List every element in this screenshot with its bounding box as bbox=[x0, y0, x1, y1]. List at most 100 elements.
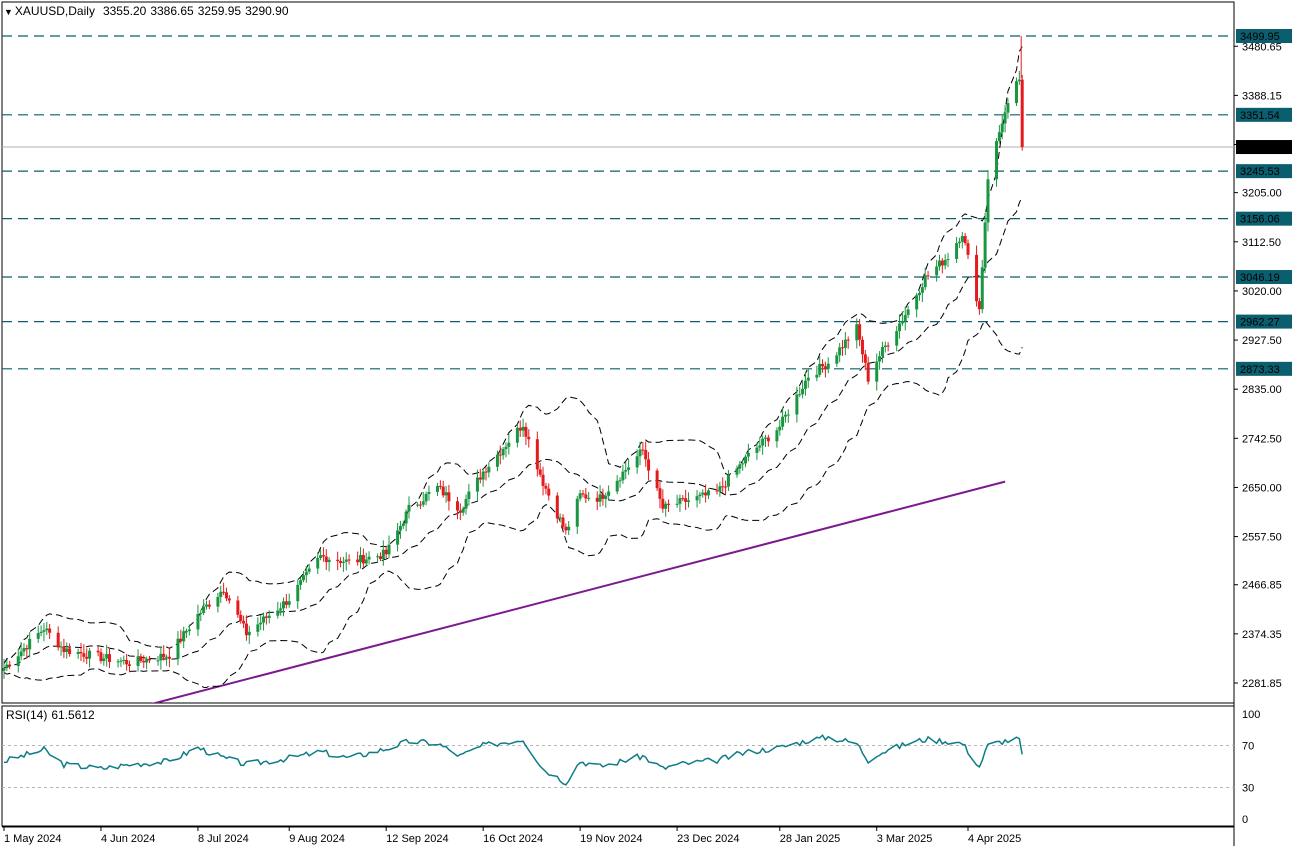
candle-body bbox=[898, 323, 902, 332]
candle-body bbox=[995, 141, 999, 180]
candle-body bbox=[903, 315, 907, 322]
candle-body bbox=[139, 656, 143, 661]
rsi-tick-label: 100 bbox=[1242, 709, 1260, 721]
candle-body bbox=[644, 450, 648, 460]
candle-body bbox=[185, 631, 189, 633]
level-label: 3245.53 bbox=[1240, 166, 1280, 178]
candle-body bbox=[48, 628, 52, 633]
candle-body bbox=[821, 363, 825, 367]
candle-body bbox=[863, 354, 867, 363]
candle-body bbox=[895, 331, 899, 346]
price-tick-label: 3205.00 bbox=[1242, 188, 1282, 200]
candle-body bbox=[918, 292, 922, 296]
candle-body bbox=[878, 356, 882, 362]
candle-body bbox=[45, 628, 49, 631]
time-tick-label: 19 Nov 2024 bbox=[580, 833, 642, 845]
candle-body bbox=[484, 471, 488, 473]
candle-body bbox=[561, 517, 565, 527]
candle-body bbox=[1006, 103, 1010, 113]
candle-body bbox=[421, 501, 425, 505]
candle-body bbox=[704, 492, 708, 496]
candle-body bbox=[738, 464, 742, 469]
candle-body bbox=[698, 494, 702, 497]
bollinger-lower bbox=[3, 320, 1023, 688]
candle-body bbox=[418, 504, 422, 506]
candle-body bbox=[96, 650, 100, 653]
candle-body bbox=[880, 347, 884, 357]
candle-body bbox=[886, 345, 890, 347]
candle-body bbox=[997, 132, 1001, 142]
candle-body bbox=[267, 615, 271, 618]
candle-body bbox=[381, 549, 385, 560]
price-tick-label: 2742.50 bbox=[1242, 433, 1282, 445]
candle-body bbox=[136, 656, 140, 666]
candle-body bbox=[860, 339, 864, 355]
candle-body bbox=[715, 490, 719, 492]
candle-body bbox=[36, 633, 40, 639]
candle-body bbox=[127, 664, 131, 666]
candle-body bbox=[304, 571, 308, 576]
time-tick-label: 8 Jul 2024 bbox=[198, 833, 249, 845]
candle-body bbox=[977, 301, 981, 310]
level-label: 3499.95 bbox=[1240, 31, 1280, 43]
candle-body bbox=[316, 558, 320, 569]
candle-body bbox=[301, 575, 305, 581]
candle-body bbox=[955, 243, 959, 260]
price-tick-label: 3480.65 bbox=[1242, 41, 1282, 53]
candle-body bbox=[396, 530, 400, 545]
level-label: 3046.19 bbox=[1240, 272, 1280, 284]
candle-body bbox=[259, 622, 263, 625]
price-tick-label: 2466.85 bbox=[1242, 580, 1282, 592]
high-value: 3386.65 bbox=[150, 4, 194, 18]
candle-body bbox=[661, 498, 665, 509]
candle-body bbox=[858, 324, 862, 340]
candle-body bbox=[701, 492, 705, 495]
candle-body bbox=[695, 496, 699, 501]
candle-body bbox=[376, 556, 380, 558]
time-tick-label: 4 Jun 2024 bbox=[101, 833, 155, 845]
candle-body bbox=[407, 504, 411, 512]
candle-body bbox=[957, 241, 961, 244]
candle-body bbox=[883, 345, 887, 348]
candle-body bbox=[68, 648, 72, 654]
candle-body bbox=[795, 394, 799, 415]
candle-body bbox=[202, 606, 206, 613]
price-tick-label: 2650.00 bbox=[1242, 482, 1282, 494]
candle-body bbox=[424, 493, 428, 502]
dropdown-triangle-icon[interactable]: ▼ bbox=[4, 7, 13, 17]
candle-body bbox=[427, 491, 431, 494]
candle-body bbox=[778, 426, 782, 431]
candle-body bbox=[866, 362, 870, 382]
candle-body bbox=[204, 604, 208, 607]
candle-body bbox=[783, 414, 787, 417]
candle-body bbox=[587, 497, 591, 499]
current-price-label-box bbox=[1236, 140, 1292, 155]
candle-body bbox=[42, 630, 46, 632]
candle-body bbox=[618, 480, 622, 482]
candle-body bbox=[621, 471, 625, 481]
current-price-label: 3290.90 bbox=[1240, 142, 1280, 154]
candle-body bbox=[975, 254, 979, 302]
candle-body bbox=[207, 604, 211, 607]
candle-body bbox=[22, 648, 26, 652]
candle-body bbox=[527, 436, 531, 440]
candle-body bbox=[219, 591, 223, 597]
rsi-value: 61.5612 bbox=[51, 708, 95, 722]
candle-body bbox=[920, 287, 924, 293]
candle-body bbox=[538, 469, 542, 475]
candle-body bbox=[8, 664, 12, 667]
candle-body bbox=[624, 469, 628, 472]
candle-body bbox=[262, 616, 266, 623]
candle-body bbox=[401, 523, 405, 526]
chart-header: ▼ XAUUSD,Daily 3355.20 3386.65 3259.95 3290.9… bbox=[4, 4, 293, 18]
candle-body bbox=[25, 648, 29, 650]
candle-body bbox=[504, 446, 508, 449]
candles bbox=[2, 36, 1024, 679]
candle-body bbox=[1000, 123, 1004, 133]
candle-body bbox=[966, 243, 970, 255]
candle-body bbox=[1020, 79, 1024, 148]
candle-body bbox=[264, 616, 268, 618]
symbol-label: XAUUSD,Daily bbox=[14, 4, 95, 18]
